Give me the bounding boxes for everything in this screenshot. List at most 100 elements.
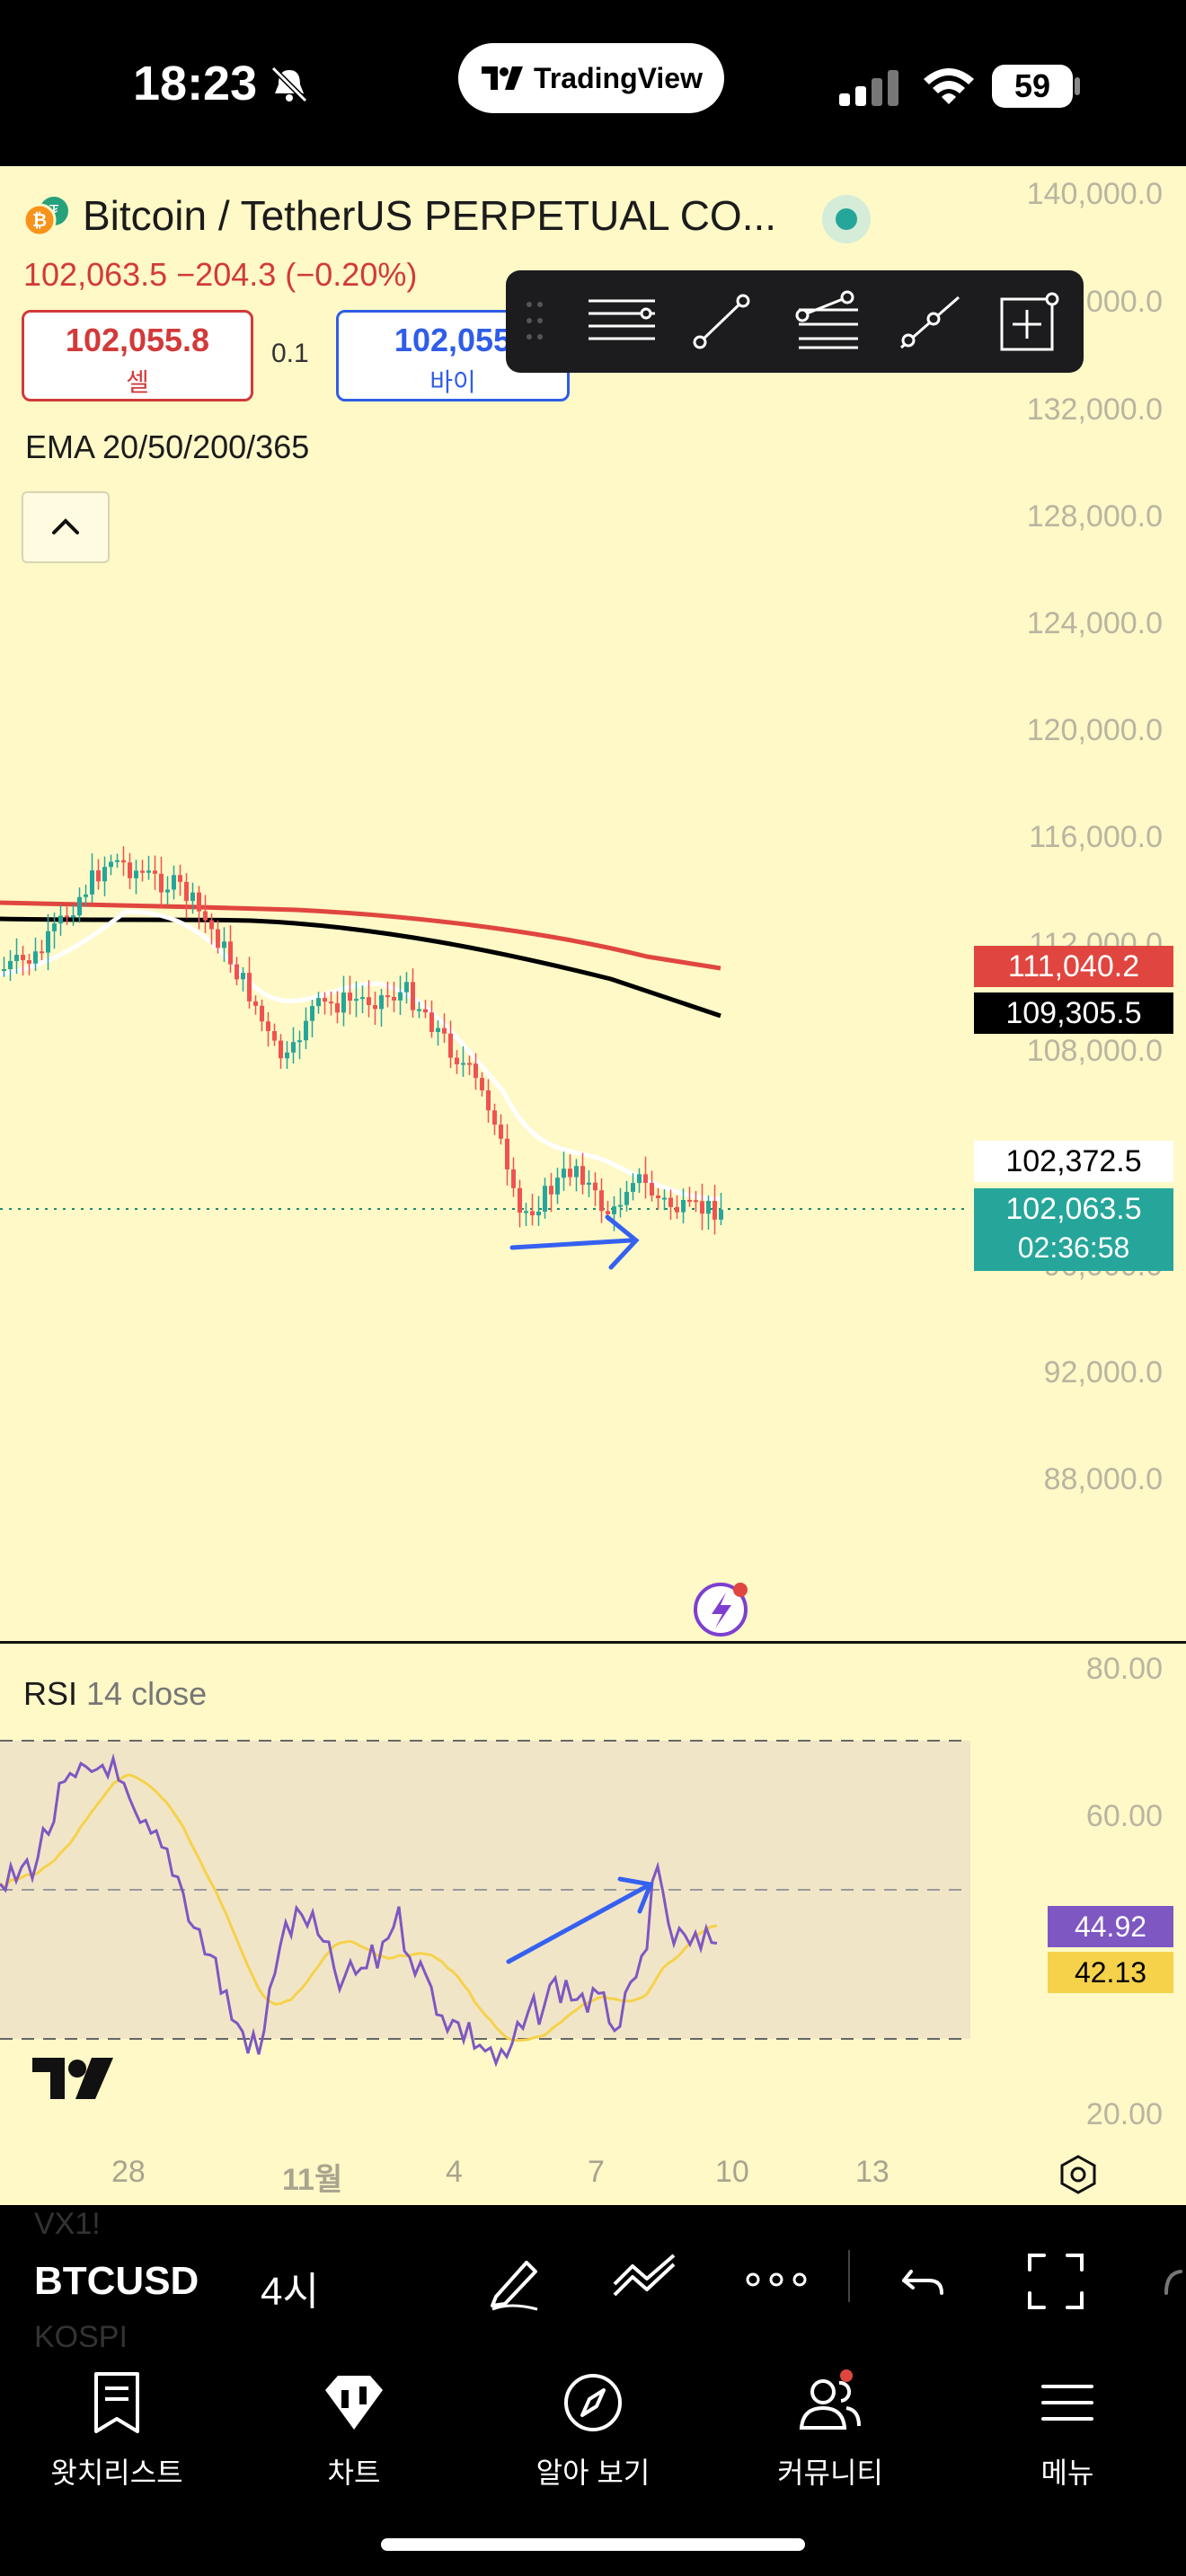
collapse-legend-button[interactable] xyxy=(22,491,110,563)
status-bar: 18:23 TradingView 59 xyxy=(0,0,1186,166)
tab-bar: 왓치리스트 차트 알아 보기 커뮤니티 메뉴 xyxy=(0,2349,1186,2576)
sell-price: 102,055.8 xyxy=(65,322,210,358)
candle-body xyxy=(146,870,151,873)
candle-body xyxy=(71,915,75,918)
candle-body xyxy=(285,1052,289,1059)
price-chart[interactable] xyxy=(0,166,979,1639)
rsi-axis-label: 20.00 xyxy=(1085,2097,1163,2131)
candle-body xyxy=(467,1063,472,1065)
fullscreen-icon[interactable] xyxy=(1024,2250,1087,2313)
ema-black-line xyxy=(0,916,721,1019)
rsi-label-params: 14 close xyxy=(86,1675,208,1712)
candle-body xyxy=(209,920,214,930)
toolbar-divider xyxy=(848,2250,850,2302)
chart-area[interactable]: 140,000.0 136,000.0 132,000.0 128,000.0 … xyxy=(0,166,1186,2205)
tab-chart[interactable]: 차트 xyxy=(255,2369,453,2492)
candle-body xyxy=(719,1209,723,1220)
candle-body xyxy=(165,889,170,893)
annotation-arrow[interactable] xyxy=(509,1214,640,1270)
candle-body xyxy=(291,1042,296,1053)
candle-body xyxy=(90,870,94,895)
tab-menu-label: 메뉴 xyxy=(1040,2457,1094,2489)
candle-body xyxy=(662,1197,667,1200)
candle-body xyxy=(404,982,409,992)
symbol-quote: 102,063.5 −204.3 (−0.20%) xyxy=(23,256,418,293)
tab-explore[interactable]: 알아 보기 xyxy=(494,2369,692,2492)
candle-body xyxy=(360,997,365,1000)
price-axis-label: 132,000.0 xyxy=(1026,393,1163,427)
candle-body xyxy=(367,997,371,1005)
market-status-indicator[interactable] xyxy=(822,195,871,243)
undo-icon[interactable] xyxy=(897,2254,951,2307)
candle-body xyxy=(442,1028,447,1034)
candle-body xyxy=(65,915,69,918)
rsi-label[interactable]: RSI 14 close xyxy=(23,1675,207,1713)
svg-text:₮: ₮ xyxy=(49,202,59,220)
drawing-pen-icon[interactable] xyxy=(483,2250,546,2313)
candle-body xyxy=(599,1190,604,1212)
symbol-selector[interactable]: BTCUSD xyxy=(34,2259,199,2303)
tab-community[interactable]: 커뮤니티 xyxy=(731,2369,929,2492)
price-axis-label: 92,000.0 xyxy=(1043,1355,1163,1389)
rsi-line xyxy=(0,1752,718,2068)
time-axis-label: 28 xyxy=(111,2155,146,2189)
candle-body xyxy=(618,1204,623,1207)
chart-icon xyxy=(325,2376,383,2430)
time-axis-label: 11월 xyxy=(282,2163,343,2197)
symbol-title[interactable]: Bitcoin / TetherUS PERPETUAL CO... xyxy=(83,192,777,239)
ema-white-line xyxy=(0,909,721,1202)
candle-body xyxy=(700,1201,704,1214)
lightning-icon[interactable] xyxy=(694,1583,748,1636)
home-indicator[interactable] xyxy=(381,2538,805,2551)
ema-indicator-label[interactable]: EMA 20/50/200/365 xyxy=(25,428,310,465)
candle-body xyxy=(354,999,358,1001)
signal-icon xyxy=(839,70,898,106)
candle-body xyxy=(159,873,164,893)
candle-body xyxy=(247,973,252,1001)
indicators-icon[interactable] xyxy=(611,2250,679,2313)
rsi-ma-value-tag: 42.13 xyxy=(1048,1952,1173,1993)
tab-chart-label: 차트 xyxy=(327,2457,381,2489)
price-axis-label: 108,000.0 xyxy=(1026,1034,1163,1068)
candle-body xyxy=(668,1197,673,1207)
price-axis-label: 116,000.0 xyxy=(1029,820,1163,854)
chart-settings-icon[interactable] xyxy=(1057,2153,1100,2196)
candle-body xyxy=(568,1169,572,1178)
candle-body xyxy=(14,955,19,961)
candle-body xyxy=(499,1125,503,1139)
candle-body xyxy=(624,1191,629,1205)
sell-button[interactable]: 102,055.8 셀 xyxy=(22,310,253,401)
more-icon[interactable] xyxy=(742,2266,810,2293)
candle-body xyxy=(253,1001,258,1006)
price-axis-label: 120,000.0 xyxy=(1026,713,1163,747)
battery-tip xyxy=(1075,77,1080,95)
tradingview-pill-label: TradingView xyxy=(534,61,703,94)
interval-selector[interactable]: 4시 xyxy=(261,2270,319,2314)
candle-body xyxy=(480,1078,484,1090)
candle-body xyxy=(310,1006,314,1021)
redo-icon-partial[interactable] xyxy=(1159,2254,1186,2307)
candle-body xyxy=(417,1009,421,1011)
wifi-icon xyxy=(924,68,974,104)
tradingview-pill[interactable]: TradingView xyxy=(458,43,724,113)
candles xyxy=(2,846,723,1235)
candle-body xyxy=(518,1187,522,1213)
candle-body xyxy=(279,1040,283,1059)
tab-watchlist[interactable]: 왓치리스트 xyxy=(18,2369,216,2492)
drawing-toolbar[interactable] xyxy=(506,270,1084,373)
last-price-value: 102,063.5 xyxy=(1005,1192,1142,1226)
candle-body xyxy=(96,870,101,882)
candle-body xyxy=(650,1183,654,1195)
candle-body xyxy=(423,1009,428,1013)
candle-body xyxy=(643,1174,648,1184)
candle-body xyxy=(348,992,352,1001)
candle-body xyxy=(2,969,6,972)
time-axis-label: 10 xyxy=(715,2155,749,2189)
candle-body xyxy=(411,982,415,1010)
candle-body xyxy=(461,1063,465,1065)
rsi-annotation-arrow[interactable] xyxy=(506,1876,654,1964)
tab-menu[interactable]: 메뉴 xyxy=(969,2369,1166,2492)
rsi-chart[interactable] xyxy=(0,1644,979,2093)
pane-separator[interactable] xyxy=(0,1641,1186,1644)
candle-body xyxy=(606,1211,610,1214)
